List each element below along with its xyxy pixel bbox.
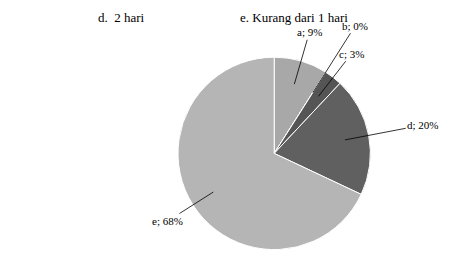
svg-text:c; 3%: c; 3% — [339, 48, 364, 60]
svg-text:e. Kurang dari 1 hari: e. Kurang dari 1 hari — [240, 10, 348, 25]
svg-text:d; 20%: d; 20% — [407, 119, 438, 131]
svg-text:d. 2 hari: d. 2 hari — [98, 10, 145, 25]
svg-text:e; 68%: e; 68% — [152, 215, 183, 227]
svg-text:b; 0%: b; 0% — [342, 20, 368, 32]
svg-text:a; 9%: a; 9% — [297, 26, 322, 38]
